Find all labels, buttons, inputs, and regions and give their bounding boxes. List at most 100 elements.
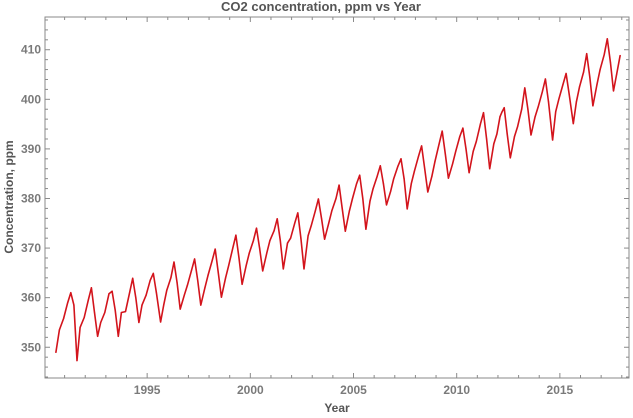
- data-point: [132, 277, 134, 279]
- data-point: [282, 268, 284, 270]
- data-point: [328, 222, 330, 224]
- data-point: [87, 299, 89, 301]
- data-point: [166, 289, 168, 291]
- x-tick-label: 2005: [340, 383, 367, 397]
- data-point: [379, 165, 381, 167]
- data-point: [207, 274, 209, 276]
- data-point: [524, 87, 526, 89]
- data-point: [369, 200, 371, 202]
- data-point: [314, 210, 316, 212]
- x-tick-label: 1995: [134, 383, 161, 397]
- data-point: [138, 321, 140, 324]
- data-point: [616, 73, 618, 76]
- data-point: [58, 329, 61, 331]
- data-point: [73, 304, 75, 306]
- data-point: [609, 61, 612, 63]
- data-point: [235, 234, 237, 236]
- data-point: [67, 302, 69, 304]
- y-tick-label: 400: [21, 92, 41, 106]
- data-point: [468, 172, 470, 174]
- data-points: [55, 38, 621, 362]
- data-point: [421, 145, 423, 147]
- data-point: [493, 143, 495, 145]
- data-point: [376, 175, 378, 177]
- data-point: [238, 257, 240, 259]
- data-point: [592, 105, 594, 107]
- data-point: [482, 112, 485, 114]
- data-point: [362, 197, 364, 200]
- y-tick-label: 380: [21, 191, 41, 205]
- data-point: [255, 227, 258, 229]
- data-point: [129, 292, 131, 294]
- data-point: [97, 335, 99, 337]
- data-point: [197, 279, 199, 281]
- data-point: [612, 90, 615, 92]
- y-axis-label: Concentration, ppm: [2, 140, 16, 253]
- data-point: [417, 155, 420, 157]
- data-point: [475, 140, 477, 143]
- data-point: [565, 72, 567, 75]
- data-point: [583, 71, 585, 73]
- data-point: [397, 165, 399, 167]
- data-point: [90, 287, 93, 289]
- data-point: [262, 270, 264, 272]
- x-axis-ticks: [64, 17, 623, 378]
- data-point: [307, 235, 309, 237]
- data-point: [496, 133, 498, 135]
- data-point: [214, 248, 216, 250]
- data-point: [486, 138, 488, 140]
- data-point: [344, 230, 346, 232]
- data-point: [619, 55, 621, 57]
- data-point: [427, 191, 429, 193]
- data-point: [338, 184, 340, 186]
- data-point: [111, 290, 113, 292]
- data-point: [390, 190, 392, 192]
- data-point: [589, 76, 591, 78]
- data-point: [331, 210, 333, 212]
- data-point: [303, 268, 305, 270]
- data-point: [211, 259, 213, 262]
- data-point: [513, 135, 516, 138]
- data-point: [317, 198, 320, 200]
- x-axis-label: Year: [324, 401, 350, 415]
- data-point: [501, 111, 503, 113]
- x-axis-tick-labels: 1995 2000 2005 2010 2015: [134, 383, 574, 397]
- data-point: [266, 252, 268, 254]
- data-point: [359, 174, 361, 176]
- data-point: [372, 187, 374, 190]
- data-point: [279, 240, 281, 242]
- data-point: [410, 183, 412, 185]
- data-point: [552, 139, 554, 141]
- y-tick-label: 350: [21, 340, 41, 354]
- data-point: [159, 321, 162, 323]
- plot-frame: [44, 16, 630, 379]
- data-point: [186, 284, 188, 286]
- data-point: [324, 238, 326, 240]
- data-point: [438, 143, 440, 145]
- data-point: [555, 111, 557, 113]
- data-point: [503, 107, 505, 109]
- data-point: [365, 228, 367, 230]
- data-point: [431, 175, 433, 177]
- data-point: [537, 106, 539, 108]
- data-point: [204, 287, 206, 289]
- data-point: [79, 326, 81, 329]
- data-point: [220, 296, 223, 298]
- data-point: [541, 91, 543, 93]
- y-tick-label: 390: [21, 142, 41, 156]
- data-point: [194, 258, 196, 260]
- data-point: [273, 230, 275, 232]
- data-point: [217, 272, 219, 274]
- data-point: [269, 240, 271, 242]
- data-point: [108, 293, 110, 295]
- data-point: [310, 225, 312, 227]
- data-point: [141, 304, 143, 306]
- data-point: [276, 218, 278, 220]
- data-point: [228, 264, 230, 267]
- data-point: [455, 150, 457, 152]
- data-point: [472, 150, 474, 152]
- data-point: [489, 168, 491, 170]
- data-point: [599, 68, 601, 71]
- data-point: [190, 269, 193, 271]
